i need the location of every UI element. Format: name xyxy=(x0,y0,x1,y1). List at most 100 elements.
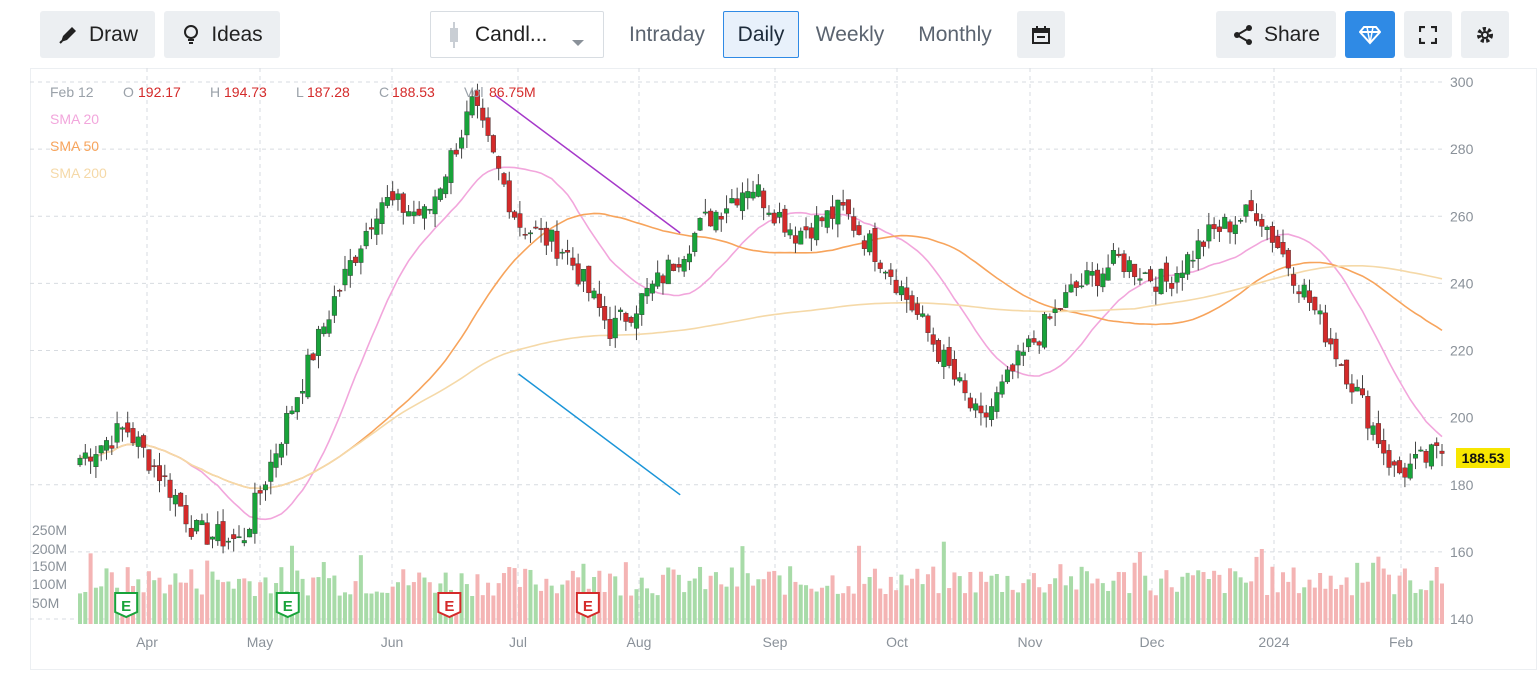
last-price-value: 188.53 xyxy=(1462,450,1505,466)
candle-up xyxy=(1317,310,1323,315)
volume-bar xyxy=(1328,575,1333,624)
candle-up xyxy=(93,454,99,468)
draw-button[interactable]: Draw xyxy=(40,11,155,58)
volume-bar xyxy=(1090,583,1095,624)
volume-bar xyxy=(1233,571,1238,624)
volume-bar xyxy=(109,572,114,624)
candle-down xyxy=(1248,200,1254,212)
calendar-button[interactable] xyxy=(1017,11,1065,58)
candle-up xyxy=(194,520,200,532)
chart-area[interactable]: 300 280 260 240 220 200 180 160 140 250M 200M 150M… xyxy=(30,68,1537,670)
sma200-line xyxy=(79,265,1443,490)
candle-up xyxy=(665,259,671,285)
volume-bar xyxy=(862,583,867,624)
candle-up xyxy=(437,188,443,200)
candle-down xyxy=(167,479,173,498)
volume-bar xyxy=(899,574,904,624)
volume-bar xyxy=(570,570,575,624)
volume-bar xyxy=(692,578,697,624)
volume-bar xyxy=(1047,584,1052,624)
candle-down xyxy=(761,190,767,209)
volume-bar xyxy=(528,569,533,624)
candle-down xyxy=(1397,460,1403,474)
candle-up xyxy=(777,211,783,218)
volume-bar xyxy=(1132,562,1137,624)
candle-down xyxy=(623,312,629,322)
chart-type-label: Candl... xyxy=(475,22,548,46)
premium-button[interactable] xyxy=(1345,11,1395,58)
volume-bar xyxy=(501,573,506,624)
candle-up xyxy=(750,191,756,199)
volume-bar xyxy=(1429,580,1434,624)
candle-down xyxy=(1275,236,1281,248)
candle-up xyxy=(580,269,586,282)
volume-bar xyxy=(814,591,819,624)
candle-up xyxy=(883,271,889,274)
legend-sma200: SMA 200 xyxy=(50,165,107,181)
stock-chart-svg[interactable]: 300 280 260 240 220 200 180 160 140 250M 200M150M… xyxy=(30,68,1537,670)
volume-bar xyxy=(327,578,332,624)
candle-down xyxy=(141,435,147,448)
volume-bar xyxy=(1137,551,1142,624)
volume-bar xyxy=(766,571,771,624)
volume-bar xyxy=(751,585,756,624)
earnings-marker-label: E xyxy=(283,598,293,615)
candle-up xyxy=(898,286,904,296)
legend-sma50: SMA 50 xyxy=(50,138,99,154)
volume-bar xyxy=(1212,570,1217,624)
candle-up xyxy=(766,212,772,215)
volume-bar xyxy=(141,592,146,624)
volume-bar xyxy=(1259,548,1264,624)
earnings-marker xyxy=(275,592,300,619)
candle-down xyxy=(1169,283,1175,289)
volume-bar xyxy=(1016,592,1021,624)
time-tick-label: Apr xyxy=(136,634,158,650)
volume-bar xyxy=(268,593,273,624)
candle-down xyxy=(983,412,989,418)
candle-down xyxy=(909,295,915,311)
volume-bar xyxy=(1222,593,1227,624)
volume-bar xyxy=(846,586,851,624)
volume-bar xyxy=(1074,589,1079,624)
volume-bar xyxy=(332,575,337,624)
share-button[interactable]: Share xyxy=(1216,11,1336,58)
volume-bar xyxy=(1376,556,1381,624)
candle-up xyxy=(1301,284,1307,298)
fullscreen-icon xyxy=(1419,25,1437,44)
tab-weekly[interactable]: Weekly xyxy=(803,11,897,58)
candle-down xyxy=(925,315,931,333)
fullscreen-button[interactable] xyxy=(1404,11,1452,58)
tab-daily[interactable]: Daily xyxy=(723,11,799,58)
settings-button[interactable] xyxy=(1461,11,1509,58)
volume-bar xyxy=(602,591,607,624)
candle-down xyxy=(183,505,189,525)
candle-down xyxy=(257,490,263,494)
chart-type-select[interactable]: Candl... xyxy=(430,11,604,58)
volume-bar xyxy=(867,577,872,624)
ideas-button[interactable]: Ideas xyxy=(164,11,280,58)
volume-bar xyxy=(411,582,416,624)
volume-bar xyxy=(1249,581,1254,624)
time-tick-label: Jun xyxy=(381,634,404,650)
volume-bar xyxy=(613,576,618,624)
volume-bar xyxy=(1371,562,1376,624)
candle-up xyxy=(294,397,300,413)
volume-bar xyxy=(1169,587,1174,624)
volume-bar xyxy=(894,590,899,624)
candle-down xyxy=(565,250,571,253)
volume-bar xyxy=(703,589,708,624)
candle-up xyxy=(559,251,565,254)
candle-down xyxy=(1148,269,1154,282)
volume-bar xyxy=(1397,575,1402,624)
volume-bar xyxy=(719,584,724,624)
tab-monthly[interactable]: Monthly xyxy=(903,11,1007,58)
volume-bar xyxy=(1360,582,1365,624)
volume-bar xyxy=(994,574,999,624)
tab-intraday[interactable]: Intraday xyxy=(614,11,720,58)
candle-down xyxy=(533,226,539,229)
volume-bar xyxy=(947,588,952,624)
volume-bar xyxy=(486,582,491,624)
ohlc-high-value: 194.73 xyxy=(224,84,267,100)
volume-bar xyxy=(539,590,544,624)
volume-bar xyxy=(687,580,692,624)
